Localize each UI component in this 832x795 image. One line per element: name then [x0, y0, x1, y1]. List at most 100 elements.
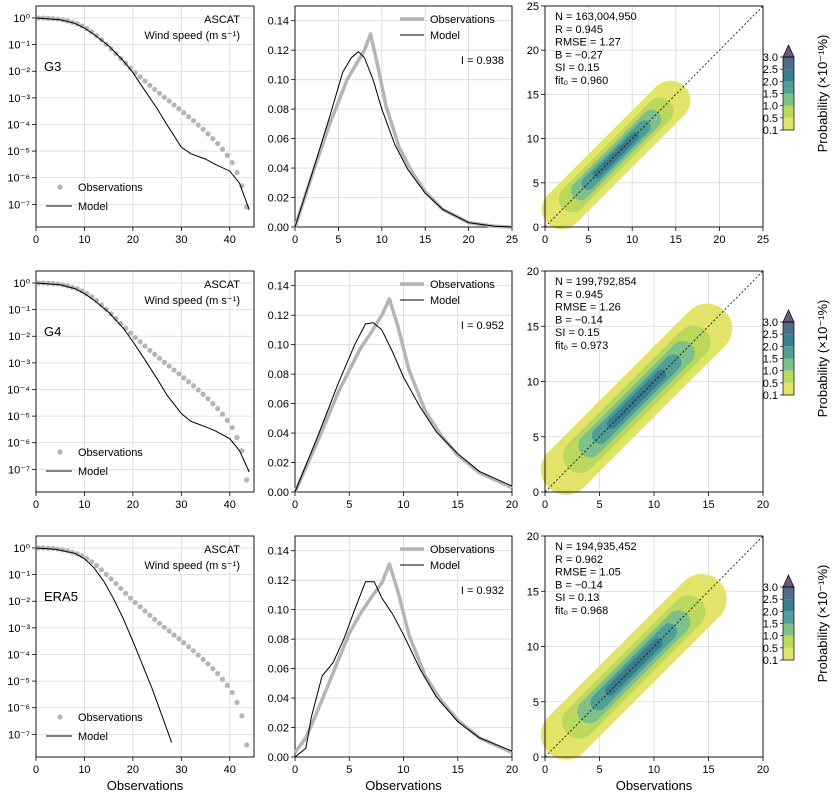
x-tick-label: 10 — [376, 234, 388, 246]
x-tick-label: 10 — [648, 764, 660, 776]
observation-point — [93, 562, 100, 569]
y-tick-label: 10⁻⁴ — [7, 119, 30, 131]
observation-point — [98, 302, 104, 308]
x-tick-label: 20 — [127, 499, 139, 511]
x-tick-label: 20 — [713, 234, 725, 246]
observation-point — [244, 477, 250, 483]
colorbar-segment — [783, 334, 794, 347]
colorbar-tick-label: 1.5 — [763, 89, 778, 101]
colorbar-label: Probability (×10⁻¹%) — [815, 300, 830, 418]
legend-observations-marker — [57, 714, 63, 720]
x-tick-label: 20 — [506, 499, 518, 511]
index-of-agreement: I = 0.938 — [461, 55, 504, 67]
model-line — [35, 547, 173, 743]
axes-frame — [35, 5, 255, 228]
model-line — [35, 282, 250, 473]
observation-point — [142, 608, 148, 614]
legend-observations-label: Observations — [78, 182, 143, 194]
observation-point — [45, 545, 51, 551]
legend-observations-label: Observations — [78, 712, 143, 724]
annotation-subtitle: Wind speed (m s⁻¹) — [144, 560, 240, 572]
observation-point — [205, 396, 211, 402]
x-tick-label: 20 — [757, 764, 769, 776]
y-tick-label: 10⁻¹ — [8, 40, 30, 52]
y-tick-label: 10⁻⁶ — [7, 438, 30, 450]
observation-point — [152, 616, 158, 622]
y-tick-label: 0 — [533, 487, 539, 499]
x-tick-label: 25 — [757, 234, 769, 246]
y-tick-label: 10⁻⁵ — [7, 411, 30, 423]
y-tick-label: 10 — [527, 134, 539, 146]
y-tick-label: 0.08 — [268, 369, 289, 381]
y-tick-label: 10⁰ — [13, 13, 30, 25]
observation-point — [181, 640, 187, 646]
x-tick-label: 5 — [335, 234, 341, 246]
observation-point — [55, 16, 61, 22]
y-tick-label: 10 — [527, 377, 539, 389]
x-tick-label: 20 — [757, 499, 769, 511]
colorbar-tick-label: 0.1 — [763, 125, 778, 137]
y-tick-label: 0 — [533, 752, 539, 764]
y-tick-label: 0 — [533, 222, 539, 234]
colorbar-tick-label: 3.0 — [763, 317, 778, 329]
y-tick-label: 0.14 — [268, 546, 289, 558]
observation-point — [156, 620, 163, 626]
colorbar-segment — [783, 57, 794, 70]
observation-point — [210, 401, 216, 407]
observation-point — [210, 136, 216, 142]
observation-point — [98, 567, 104, 573]
x-axis-label-1: Observations — [107, 778, 184, 793]
legend-observations-marker — [57, 449, 63, 455]
x-tick-label: 15 — [670, 234, 682, 246]
legend-observations-marker — [57, 184, 63, 190]
x-tick-label: 15 — [452, 764, 464, 776]
colorbar-tick-label: 2.0 — [763, 341, 778, 353]
colorbar-label: Probability (×10⁻¹%) — [815, 35, 830, 153]
y-tick-label: 5 — [533, 178, 539, 190]
observation-point — [200, 656, 206, 662]
panel-era5-pdf-log: 0 10 20 30 40 10⁰ 10⁻¹ 10⁻² 10⁻³ 10⁻⁴ 10⁻⁵ 10⁻⁶ 10⁻⁷… — [7, 535, 255, 776]
observation-point — [147, 82, 153, 88]
y-tick-label: 0.02 — [268, 458, 289, 470]
observation-point — [171, 632, 177, 638]
axes-frame — [294, 5, 513, 228]
observation-point — [224, 152, 230, 158]
stat-line-1: N = 194,935,452 — [555, 541, 637, 553]
observation-point — [161, 359, 167, 365]
model-line — [35, 17, 250, 210]
colorbar-tick-label: 2.5 — [763, 329, 778, 341]
observation-point — [45, 280, 51, 286]
observation-point — [229, 424, 235, 431]
x-axis-label-2: Observations — [365, 778, 442, 793]
annotation-title: ASCAT — [204, 544, 240, 556]
x-tick-label: 40 — [224, 499, 236, 511]
observation-point — [215, 406, 221, 412]
colorbar-segment — [783, 611, 794, 624]
colorbar-label: Probability (×10⁻¹%) — [815, 565, 830, 683]
legend-model-label: Model — [430, 30, 460, 42]
y-tick-label: 15 — [527, 586, 539, 598]
observation-point — [152, 351, 158, 357]
y-tick-label: 10⁰ — [13, 543, 30, 555]
y-tick-label: 0.10 — [268, 340, 289, 352]
colorbar-segment — [783, 81, 794, 94]
y-tick-label: 10⁻⁵ — [7, 676, 30, 688]
legend-model-label: Model — [78, 466, 108, 478]
observation-point — [50, 280, 56, 287]
y-tick-label: 10⁻³ — [8, 623, 30, 635]
observation-point — [45, 15, 51, 21]
y-tick-label: 10⁻³ — [8, 93, 30, 105]
observation-point — [229, 159, 235, 166]
colorbar-tick-label: 3.0 — [763, 582, 778, 594]
observation-point — [40, 15, 46, 21]
observation-point — [195, 652, 201, 658]
colorbar-tick-label: 1.0 — [763, 366, 778, 378]
colorbar-segment — [783, 370, 794, 383]
y-tick-label: 0.10 — [268, 75, 289, 87]
x-tick-label: 0 — [292, 764, 298, 776]
y-tick-label: 15 — [527, 89, 539, 101]
y-tick-label: 0.02 — [268, 193, 289, 205]
stat-line-4: B = −0.14 — [555, 314, 603, 326]
